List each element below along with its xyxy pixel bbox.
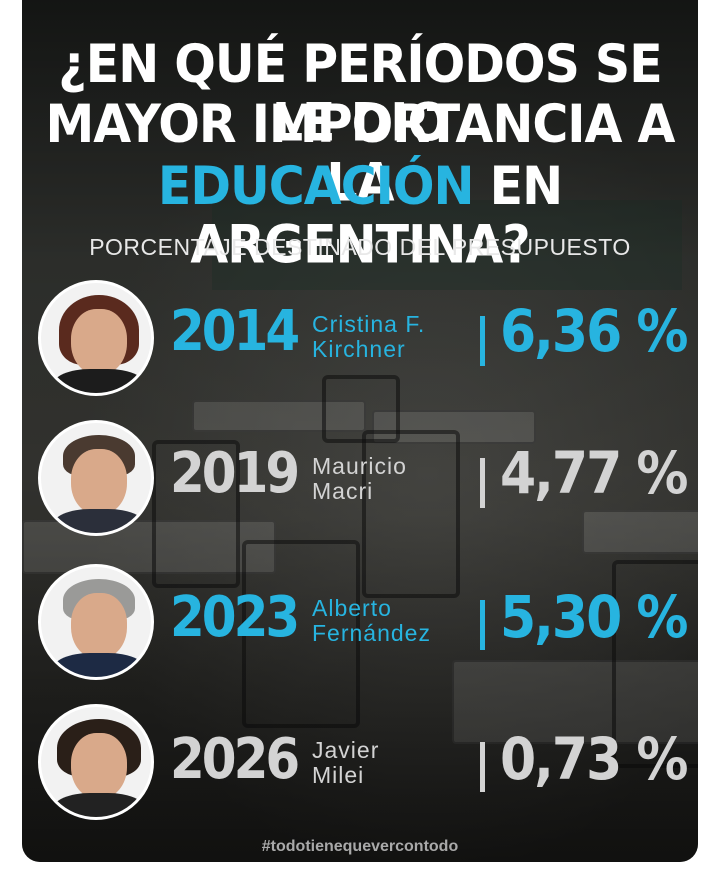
list-item: 2014 Cristina F. Kirchner 6,36 %: [22, 276, 698, 406]
divider-bar: [480, 316, 485, 366]
avatar: [38, 564, 154, 680]
list-item: 2026 Javier Milei 0,73 %: [22, 700, 698, 830]
title-line-3-rest: EN ARGENTINA?: [190, 155, 563, 276]
title-accent-word: EDUCACIÓN: [157, 155, 475, 218]
president-name: Mauricio Macri: [312, 454, 407, 504]
name-line-1: Javier: [312, 737, 380, 763]
year: 2019: [170, 440, 300, 506]
year: 2026: [170, 726, 300, 792]
list-item: 2023 Alberto Fernández 5,30 %: [22, 560, 698, 690]
name-line-2: Milei: [312, 762, 365, 788]
president-name: Javier Milei: [312, 738, 379, 788]
name-line-1: Cristina F.: [312, 311, 426, 337]
name-line-1: Alberto: [312, 595, 392, 621]
avatar-clothes: [53, 793, 145, 817]
title-line-1: ¿EN QUÉ PERÍODOS SE LE DIO: [58, 33, 662, 154]
name-line-1: Mauricio: [312, 453, 407, 479]
avatar-face: [71, 593, 127, 659]
president-name: Alberto Fernández: [312, 596, 431, 646]
president-name: Cristina F. Kirchner: [312, 312, 425, 362]
divider-bar: [480, 742, 485, 792]
title-line-3: EDUCACIÓN EN ARGENTINA?: [22, 155, 698, 276]
subtitle: PORCENTAJE DESTINADO DEL PRESUPUESTO: [89, 234, 631, 260]
year: 2023: [170, 584, 300, 650]
hashtag: #todotienequevercontodo: [261, 838, 459, 855]
divider-bar: [480, 458, 485, 508]
name-line-2: Macri: [312, 478, 374, 504]
name-line-2: Fernández: [312, 620, 431, 646]
title-line-2: MAYOR IMPORTANCIA A LA: [45, 93, 676, 214]
avatar-face: [71, 449, 127, 515]
avatar-face: [71, 309, 127, 375]
year: 2014: [170, 298, 300, 364]
avatar: [38, 704, 154, 820]
percentage-value: 6,36 %: [500, 298, 689, 366]
percentage-value: 4,77 %: [500, 440, 689, 508]
avatar-clothes: [53, 369, 145, 393]
infographic-card: ¿EN QUÉ PERÍODOS SE LE DIO MAYOR IMPORTA…: [22, 0, 698, 862]
percentage-value: 5,30 %: [500, 584, 689, 652]
avatar-clothes: [53, 509, 145, 533]
avatar: [38, 420, 154, 536]
list-item: 2019 Mauricio Macri 4,77 %: [22, 416, 698, 546]
percentage-value: 0,73 %: [500, 726, 689, 794]
name-line-2: Kirchner: [312, 336, 406, 362]
avatar: [38, 280, 154, 396]
avatar-clothes: [53, 653, 145, 677]
divider-bar: [480, 600, 485, 650]
avatar-face: [71, 733, 127, 799]
